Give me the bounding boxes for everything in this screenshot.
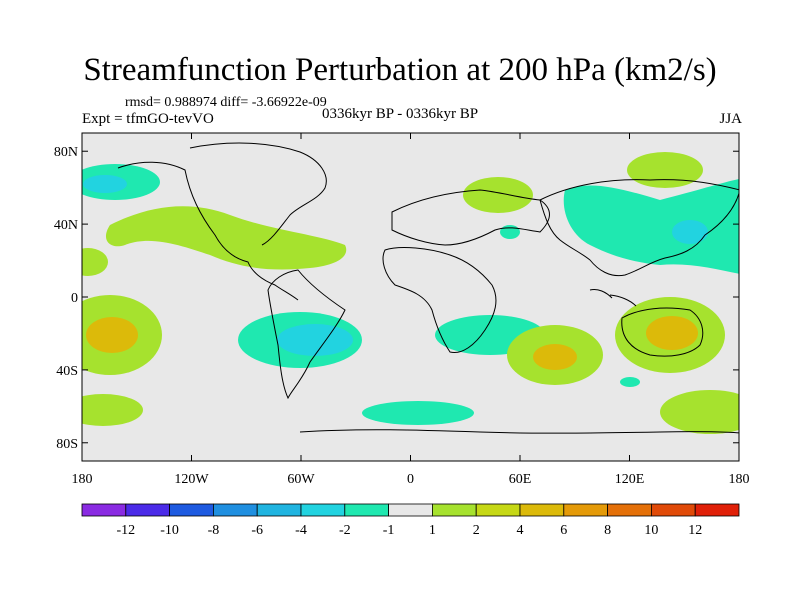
colorbar-label: 8 [604, 523, 611, 538]
colorbar-label: 10 [644, 523, 658, 538]
colorbar-label: -2 [339, 523, 351, 538]
colorbar-label: 6 [560, 523, 567, 538]
contour-pos2-indian-ocean [533, 344, 577, 370]
lat-tick-label: 80N [54, 145, 78, 160]
lat-tick-label: 40S [56, 364, 78, 379]
colorbar-swatch [344, 503, 389, 517]
contour-neg-southern-ocean [362, 401, 474, 425]
colorbar-label: 1 [429, 523, 436, 538]
coastlines [117, 142, 739, 434]
latitude-axis: 80N 40N 0 40S 80S [54, 145, 739, 452]
coastline-africa [382, 247, 497, 354]
coastline-antarctica [299, 429, 739, 434]
colorbar-swatch [125, 503, 171, 517]
coastline-asia [539, 179, 739, 277]
contour-neg2-south-america [277, 324, 353, 356]
lat-tick-label: 80S [56, 437, 78, 452]
contour-neg2-east-asia [672, 220, 708, 244]
colorbar-label: 12 [688, 523, 702, 538]
lon-tick-label: 60W [287, 472, 315, 487]
lon-tick-label: 180 [729, 472, 750, 487]
coastline-maritime-continent [589, 289, 637, 307]
lon-tick-label: 180 [72, 472, 93, 487]
contour-pos-north-america [105, 206, 347, 270]
colorbar-label: -4 [295, 523, 307, 538]
coastline-south-america [267, 269, 346, 400]
contour-pos-siberia [627, 152, 703, 188]
colorbar-label: 4 [517, 523, 524, 538]
contour-neg-middle-east [500, 225, 520, 239]
colorbar-label: -1 [383, 523, 395, 538]
colorbar-swatch [169, 503, 214, 517]
contour-pos-southwest-pacific [82, 394, 143, 426]
stats-line: rmsd= 0.988974 diff= -3.66922e-09 [125, 95, 327, 110]
lat-tick-label: 0 [71, 291, 78, 306]
colorbar-swatch [388, 503, 433, 517]
contour-pos-central-asia [463, 177, 533, 213]
colorbar-swatch [694, 503, 740, 517]
contour-neg-east-asia [563, 179, 739, 274]
colorbar-swatch [607, 503, 652, 517]
colorbar-swatch [651, 503, 696, 517]
coastline-australia [621, 307, 704, 357]
colorbar-label: 2 [473, 523, 480, 538]
lon-tick-label: 60E [509, 472, 532, 487]
season-label: JJA [719, 111, 742, 127]
contour-pos-tropical-pacific [82, 248, 108, 276]
colorbar-swatch [81, 503, 127, 517]
lon-tick-label: 0 [407, 472, 414, 487]
contour-pos2-australia [646, 316, 698, 350]
contour-pos2-south-pacific [86, 317, 138, 353]
lat-tick-label: 40N [54, 218, 78, 233]
colorbar-swatch [300, 503, 346, 517]
colorbar-label: -6 [251, 523, 263, 538]
colorbar-swatch [431, 503, 477, 517]
colorbar-swatch [256, 503, 302, 517]
lon-tick-label: 120E [615, 472, 645, 487]
contour-neg2-north-pacific [83, 175, 127, 193]
colorbar: -12 -10 -8 -6 -4 -2 -1 1 2 4 6 8 10 12 [81, 503, 740, 538]
coastline-europe-asia-west [391, 189, 550, 246]
plot-title: Streamfunction Perturbation at 200 hPa (… [83, 52, 717, 88]
colorbar-swatch [212, 503, 258, 517]
period-label: 0336kyr BP - 0336kyr BP [322, 106, 479, 122]
colorbar-swatch [519, 503, 565, 517]
colorbar-swatch [475, 503, 521, 517]
coastline-north-america-west [117, 161, 299, 301]
contour-pos-southeast-pacific [660, 390, 739, 434]
coastline-north-america-north [189, 142, 327, 246]
colorbar-label: -12 [116, 523, 135, 538]
contour-fills [82, 152, 739, 434]
experiment-label: Expt = tfmGO-tevVO [82, 111, 214, 127]
contour-neg-indian-ocean [620, 377, 640, 387]
longitude-axis: 180 120W 60W 0 60E 120E 180 [72, 133, 750, 487]
colorbar-swatch [563, 503, 608, 517]
lon-tick-label: 120W [174, 472, 209, 487]
colorbar-label: -10 [160, 523, 179, 538]
colorbar-label: -8 [208, 523, 220, 538]
